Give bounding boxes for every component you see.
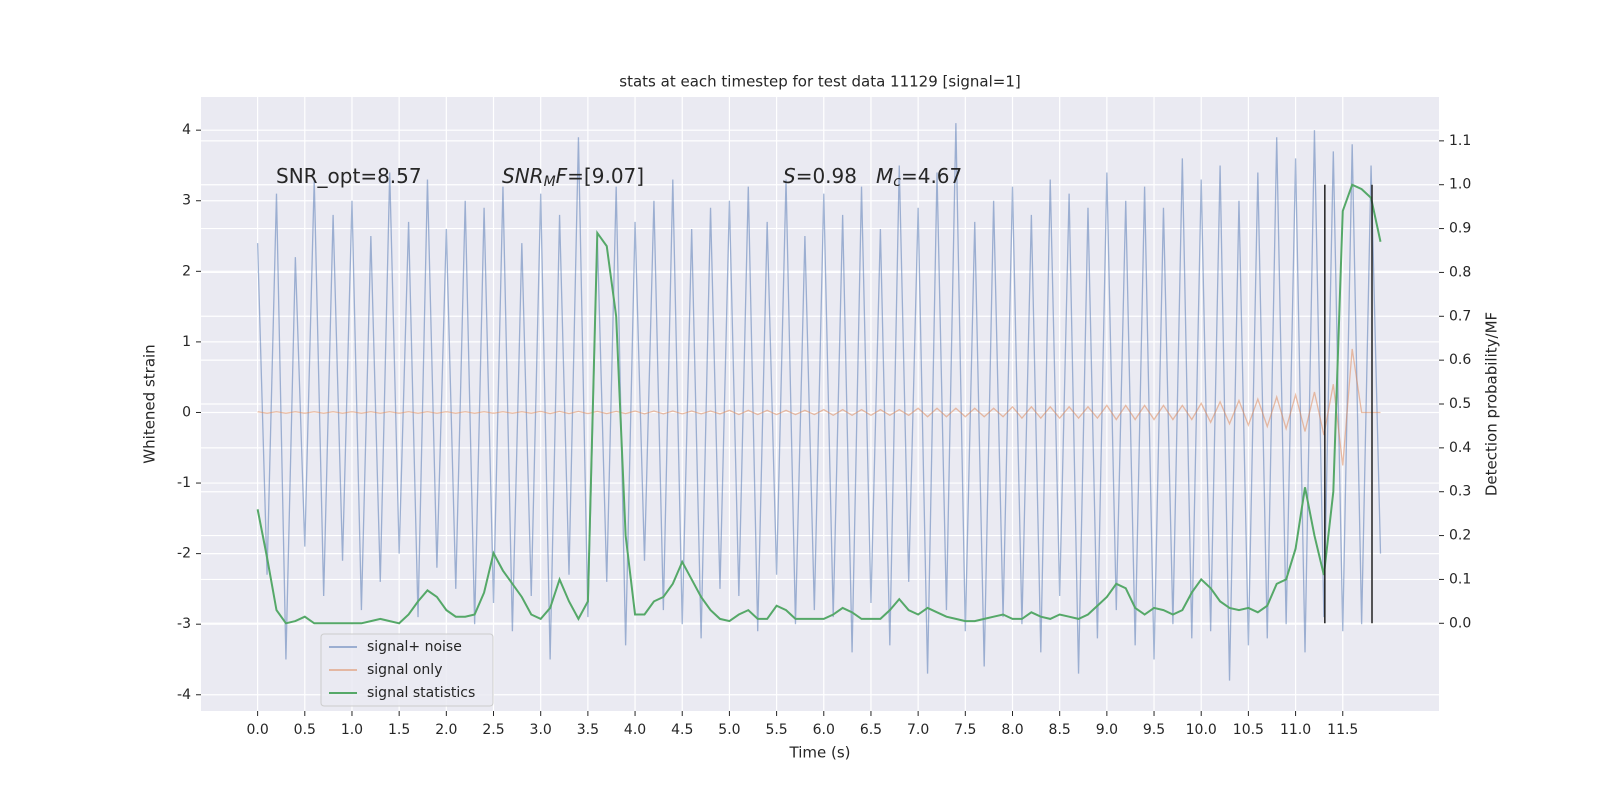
y-tick-label: 2: [182, 263, 191, 279]
y2-tick-label: 0.0: [1449, 615, 1471, 631]
x-tick-label: 5.5: [765, 722, 787, 738]
annotation-part: =4.67: [901, 164, 962, 188]
y-tick-label: 1: [182, 334, 191, 350]
x-tick-label: 7.0: [907, 722, 929, 738]
legend-label: signal only: [367, 662, 442, 678]
annotation-part: SNR_opt=8.57: [276, 164, 422, 188]
y2-tick-label: 1.0: [1449, 177, 1471, 193]
annotation-part: =[9.07]: [567, 164, 644, 188]
x-tick-label: 3.0: [530, 722, 552, 738]
x-tick-label: 10.5: [1233, 722, 1264, 738]
y-tick-label: 0: [182, 404, 191, 420]
x-tick-label: 0.0: [246, 722, 268, 738]
annotation-part: =0.98: [796, 164, 857, 188]
annotation-part: S: [783, 164, 796, 188]
x-tick-label: 11.5: [1327, 722, 1358, 738]
annotation-part: M: [544, 174, 556, 190]
series-line: [256, 123, 1382, 681]
y2-tick-label: 0.6: [1449, 352, 1471, 368]
y2-tick-label: 0.7: [1449, 308, 1471, 324]
annotation: Mc=4.67: [876, 164, 962, 191]
y-tick-label: -1: [177, 475, 191, 491]
annotation-part: F: [556, 164, 568, 188]
x-tick-label: 1.0: [341, 722, 363, 738]
x-tick-label: 9.5: [1143, 722, 1165, 738]
x-tick-label: 2.0: [435, 722, 457, 738]
annotation-part: M: [876, 164, 893, 188]
x-tick-label: 0.5: [294, 722, 316, 738]
x-tick-label: 7.5: [954, 722, 976, 738]
series-line: [256, 183, 1382, 625]
series-line: [257, 348, 1381, 466]
y2-tick-label: 0.5: [1449, 396, 1471, 412]
x-axis-label: Time (s): [789, 744, 851, 762]
x-tick-label: 4.0: [624, 722, 646, 738]
y-axis-label: Whitened strain: [141, 344, 159, 463]
x-tick-label: 1.5: [388, 722, 410, 738]
y2-tick-label: 0.4: [1449, 440, 1471, 456]
x-tick-label: 9.0: [1096, 722, 1118, 738]
y2-tick-label: 0.9: [1449, 221, 1471, 237]
y2-tick-label: 0.3: [1449, 484, 1471, 500]
annotation-part: SNR: [502, 164, 544, 188]
annotation: SNRMF=[9.07]: [502, 164, 644, 191]
legend-box: [320, 633, 494, 707]
x-tick-label: 5.0: [718, 722, 740, 738]
y-tick-label: 3: [182, 193, 191, 209]
y2-tick-label: 0.2: [1449, 528, 1471, 544]
x-tick-label: 3.5: [577, 722, 599, 738]
annotation-part: c: [893, 174, 901, 190]
annotation: S=0.98: [783, 164, 857, 188]
y2-tick-label: 0.8: [1449, 264, 1471, 280]
y-tick-label: -4: [177, 687, 191, 703]
x-tick-label: 6.5: [860, 722, 882, 738]
chart-title: stats at each timestep for test data 111…: [619, 73, 1020, 91]
annotation: SNR_opt=8.57: [276, 164, 422, 188]
legend: signal+ noise signal only signal statistic…: [320, 633, 494, 707]
x-tick-label: 11.0: [1280, 722, 1311, 738]
legend-label: signal+ noise: [367, 639, 462, 655]
x-tick-label: 8.5: [1049, 722, 1071, 738]
x-tick-label: 8.0: [1001, 722, 1023, 738]
legend-label: signal statistics: [367, 685, 475, 701]
x-tick-label: 10.0: [1186, 722, 1217, 738]
x-tick-label: 4.5: [671, 722, 693, 738]
y2-tick-label: 0.1: [1449, 571, 1471, 587]
y2-tick-label: 1.1: [1449, 133, 1471, 149]
y-tick-label: 4: [182, 122, 191, 138]
y-tick-label: -2: [177, 546, 191, 562]
y-tick-label: -3: [177, 616, 191, 632]
y2-axis-label: Detection probability/MF: [1483, 312, 1501, 496]
x-tick-label: 6.0: [813, 722, 835, 738]
x-tick-label: 2.5: [482, 722, 504, 738]
